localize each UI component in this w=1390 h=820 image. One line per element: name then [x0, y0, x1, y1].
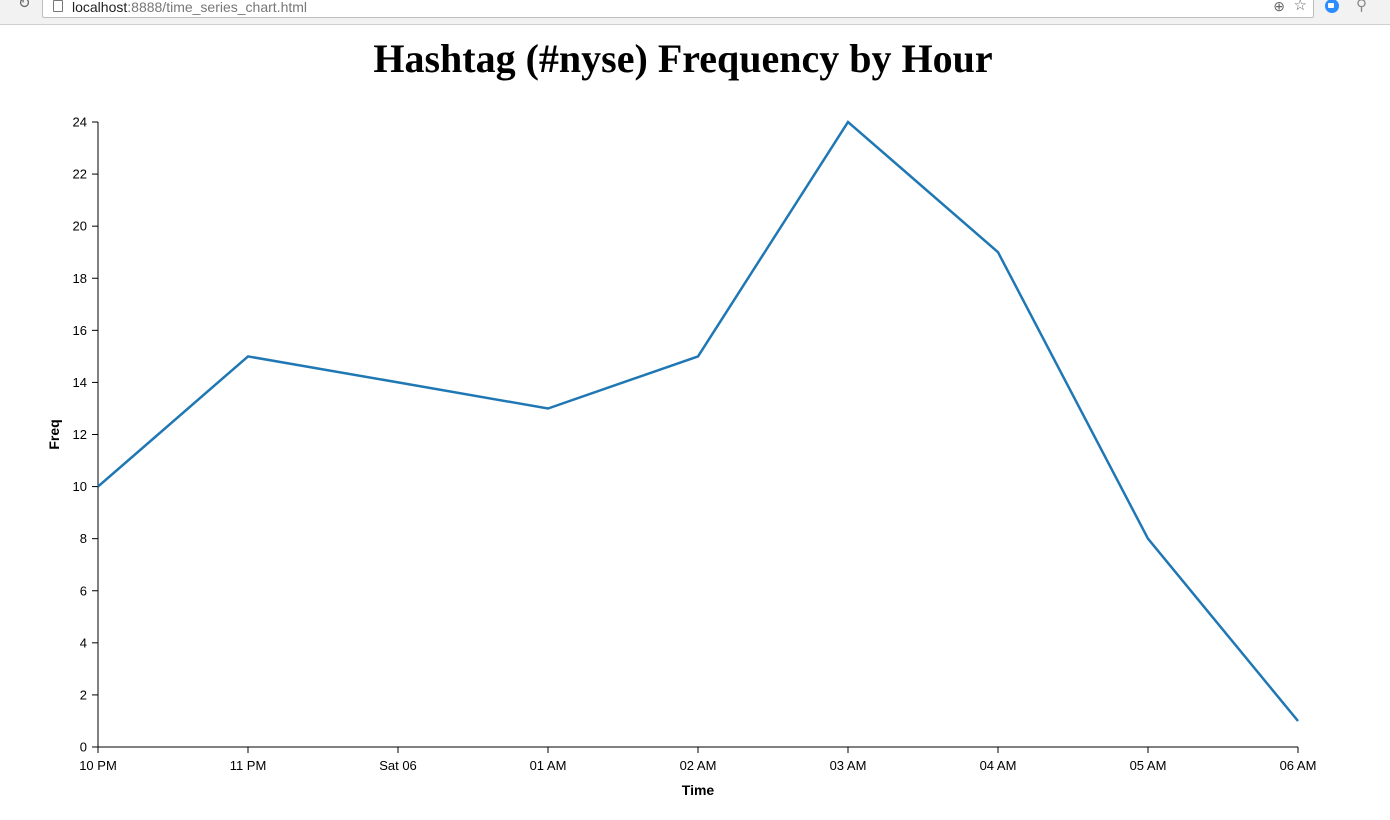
x-tick-label: 01 AM [530, 758, 567, 773]
x-tick-label: 11 PM [230, 758, 267, 773]
page-icon [53, 0, 63, 12]
x-tick-label: 06 AM [1280, 758, 1317, 773]
y-tick-label: 14 [73, 375, 87, 390]
x-axis-title: Time [682, 782, 715, 798]
x-tick-label: 03 AM [830, 758, 867, 773]
reload-icon[interactable]: ↻ [18, 0, 31, 12]
y-tick-label: 24 [73, 115, 87, 130]
y-tick-label: 4 [80, 635, 87, 650]
y-tick-label: 2 [80, 687, 87, 702]
y-tick-label: 0 [80, 740, 87, 755]
y-tick-label: 22 [73, 167, 87, 182]
x-tick-label: 02 AM [680, 758, 717, 773]
chart-title: Hashtag (#nyse) Frequency by Hour [373, 36, 993, 81]
y-tick-label: 18 [73, 271, 87, 286]
x-tick-label: 04 AM [980, 758, 1017, 773]
x-axis: 10 PM 11 PM Sat 06 01 AM 02 AM 03 AM 04 AM 05 A… [79, 746, 1317, 773]
extension-icon[interactable]: ⚲ [1356, 0, 1367, 14]
y-tick-label: 12 [73, 427, 87, 442]
x-tick-label: 05 AM [1130, 758, 1167, 773]
bookmark-star-icon[interactable]: ☆ [1293, 0, 1307, 14]
url-path: :8888/time_series_chart.html [127, 0, 308, 15]
y-tick-label: 20 [73, 219, 87, 234]
zoom-icon[interactable]: ⊕ [1273, 0, 1285, 14]
x-tick-label: Sat 06 [379, 758, 417, 773]
y-tick-label: 6 [80, 583, 87, 598]
x-tick-label: 10 PM [79, 758, 117, 773]
video-extension-icon[interactable] [1325, 0, 1339, 13]
y-tick-label: 16 [73, 323, 87, 338]
address-bar[interactable]: localhost:8888/time_series_chart.html ⊕ … [42, 0, 1314, 18]
y-axis-title: Freq [46, 419, 62, 449]
y-tick-label: 8 [80, 531, 87, 546]
url-text[interactable]: localhost:8888/time_series_chart.html [72, 0, 307, 15]
browser-toolbar: ↻ localhost:8888/time_series_chart.html … [0, 0, 1390, 25]
series-line [97, 120, 1299, 722]
y-tick-label: 10 [73, 479, 87, 494]
url-host: localhost [72, 0, 128, 15]
